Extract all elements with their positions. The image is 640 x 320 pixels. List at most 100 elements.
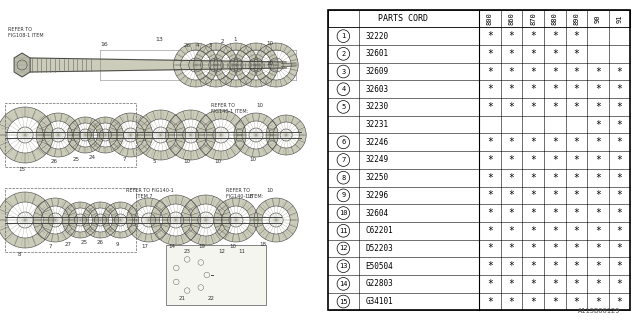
Text: *: * [509, 173, 515, 183]
Text: *: * [617, 84, 623, 94]
Text: *: * [552, 244, 557, 253]
Text: 23: 23 [184, 249, 191, 254]
Polygon shape [211, 255, 251, 295]
Text: 10: 10 [184, 159, 191, 164]
Text: *: * [487, 102, 493, 112]
Polygon shape [0, 107, 53, 163]
Text: *: * [509, 49, 515, 59]
Text: *: * [552, 155, 557, 165]
Text: PARTS CORD: PARTS CORD [378, 14, 428, 23]
Polygon shape [30, 58, 286, 72]
Text: *: * [552, 173, 557, 183]
Text: *: * [552, 279, 557, 289]
Text: 25: 25 [81, 240, 87, 245]
Text: 32604: 32604 [365, 209, 388, 218]
Text: 11: 11 [238, 249, 245, 254]
Text: *: * [509, 67, 515, 76]
Text: REFER TO FIG140-1: REFER TO FIG140-1 [125, 188, 173, 193]
Text: *: * [595, 67, 601, 76]
Text: *: * [617, 244, 623, 253]
Text: *: * [617, 155, 623, 165]
Text: *: * [573, 102, 579, 112]
Text: 11: 11 [339, 228, 348, 234]
Text: *: * [530, 102, 536, 112]
Polygon shape [166, 110, 216, 160]
Text: 13: 13 [339, 263, 348, 269]
Text: 32231: 32231 [365, 120, 388, 129]
Text: *: * [617, 226, 623, 236]
Text: *: * [530, 31, 536, 41]
Text: *: * [509, 244, 515, 253]
Text: REFER TO: REFER TO [226, 188, 250, 193]
Text: 24: 24 [88, 155, 95, 160]
Polygon shape [83, 202, 118, 238]
Text: *: * [617, 279, 623, 289]
Polygon shape [36, 113, 81, 157]
Text: 7: 7 [122, 157, 126, 162]
Text: *: * [487, 190, 493, 200]
Polygon shape [0, 192, 53, 248]
Polygon shape [67, 117, 104, 153]
Text: 4: 4 [196, 43, 199, 48]
Polygon shape [194, 43, 238, 87]
Text: *: * [573, 31, 579, 41]
Text: *: * [530, 297, 536, 307]
Text: *: * [530, 190, 536, 200]
Text: 12: 12 [339, 245, 348, 252]
Text: *: * [595, 279, 601, 289]
Text: *: * [487, 67, 493, 76]
Text: *: * [573, 226, 579, 236]
Text: 14: 14 [169, 244, 175, 249]
Text: *: * [595, 102, 601, 112]
Text: 10: 10 [256, 103, 263, 108]
Text: *: * [530, 155, 536, 165]
Text: *: * [617, 137, 623, 147]
Text: 32250: 32250 [365, 173, 388, 182]
Text: *: * [595, 84, 601, 94]
Text: 90: 90 [595, 14, 601, 23]
Text: *: * [487, 244, 493, 253]
Text: *: * [595, 244, 601, 253]
Text: REFER TO
FIG108-1 ITEM: REFER TO FIG108-1 ITEM [8, 27, 44, 38]
Text: *: * [530, 173, 536, 183]
Text: *: * [595, 173, 601, 183]
Text: 26: 26 [97, 240, 104, 245]
Text: *: * [530, 84, 536, 94]
Text: 10: 10 [339, 210, 348, 216]
Text: *: * [573, 137, 579, 147]
Text: *: * [530, 137, 536, 147]
Text: 890: 890 [573, 12, 579, 25]
Text: *: * [573, 297, 579, 307]
Text: *: * [573, 190, 579, 200]
Text: 8: 8 [341, 175, 346, 181]
Text: G22803: G22803 [365, 279, 393, 288]
Text: *: * [487, 49, 493, 59]
Text: 6: 6 [341, 139, 346, 145]
Text: 880: 880 [552, 12, 558, 25]
Text: *: * [617, 190, 623, 200]
Text: *: * [530, 279, 536, 289]
Text: *: * [617, 208, 623, 218]
Text: 10: 10 [266, 61, 273, 66]
Polygon shape [266, 115, 306, 155]
Text: 5: 5 [341, 104, 346, 110]
Text: C62201: C62201 [365, 226, 393, 235]
Text: 32609: 32609 [365, 67, 388, 76]
Text: *: * [487, 155, 493, 165]
Text: *: * [595, 226, 601, 236]
Text: 800: 800 [487, 12, 493, 25]
Text: *: * [509, 137, 515, 147]
Text: *: * [487, 279, 493, 289]
Text: 16: 16 [100, 42, 108, 47]
Text: *: * [573, 244, 579, 253]
Polygon shape [281, 63, 296, 67]
Text: G34101: G34101 [365, 297, 393, 306]
Text: *: * [552, 226, 557, 236]
Text: *: * [530, 208, 536, 218]
Polygon shape [254, 198, 298, 242]
Polygon shape [254, 43, 298, 87]
Text: 32230: 32230 [365, 102, 388, 111]
Polygon shape [173, 43, 218, 87]
Text: *: * [487, 297, 493, 307]
Polygon shape [14, 53, 30, 77]
